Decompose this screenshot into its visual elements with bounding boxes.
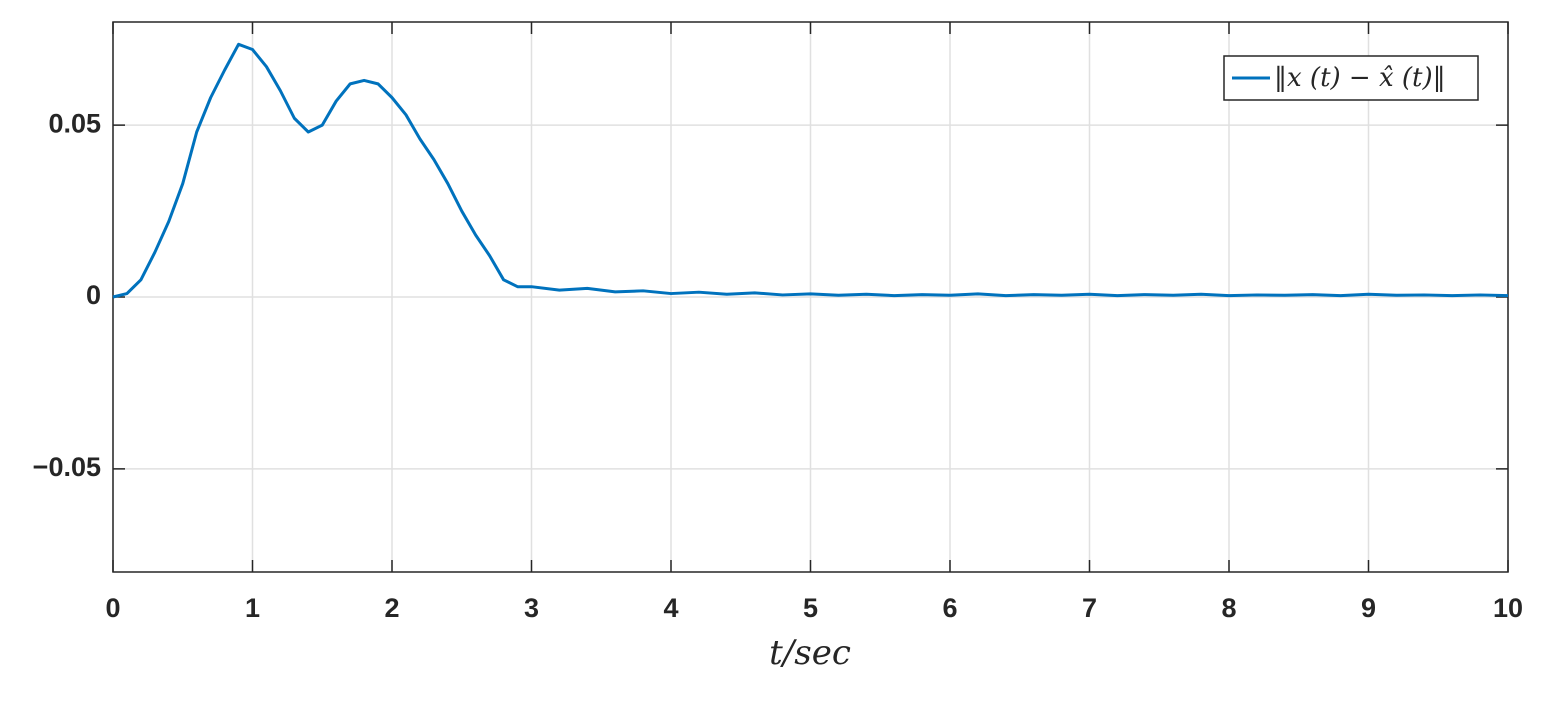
- x-tick-label: 3: [524, 593, 539, 623]
- x-axis-label: t/sec: [769, 633, 851, 673]
- x-tick-label: 10: [1493, 593, 1523, 623]
- legend-label: ‖x (t) − x̂ (t)‖: [1274, 63, 1446, 93]
- x-tick-label: 2: [384, 593, 399, 623]
- x-tick-label: 9: [1361, 593, 1376, 623]
- x-tick-label: 0: [105, 593, 120, 623]
- x-tick-label: 5: [803, 593, 818, 623]
- y-tick-label: 0: [86, 280, 101, 310]
- x-tick-label: 7: [1082, 593, 1097, 623]
- data-line: [112, 42, 1509, 299]
- y-tick-label: −0.05: [33, 452, 101, 482]
- x-tick-label: 6: [942, 593, 957, 623]
- x-tick-label: 8: [1221, 593, 1236, 623]
- y-tick-label: 0.05: [48, 108, 101, 138]
- x-tick-label: 1: [245, 593, 260, 623]
- x-tick-label: 4: [663, 593, 678, 623]
